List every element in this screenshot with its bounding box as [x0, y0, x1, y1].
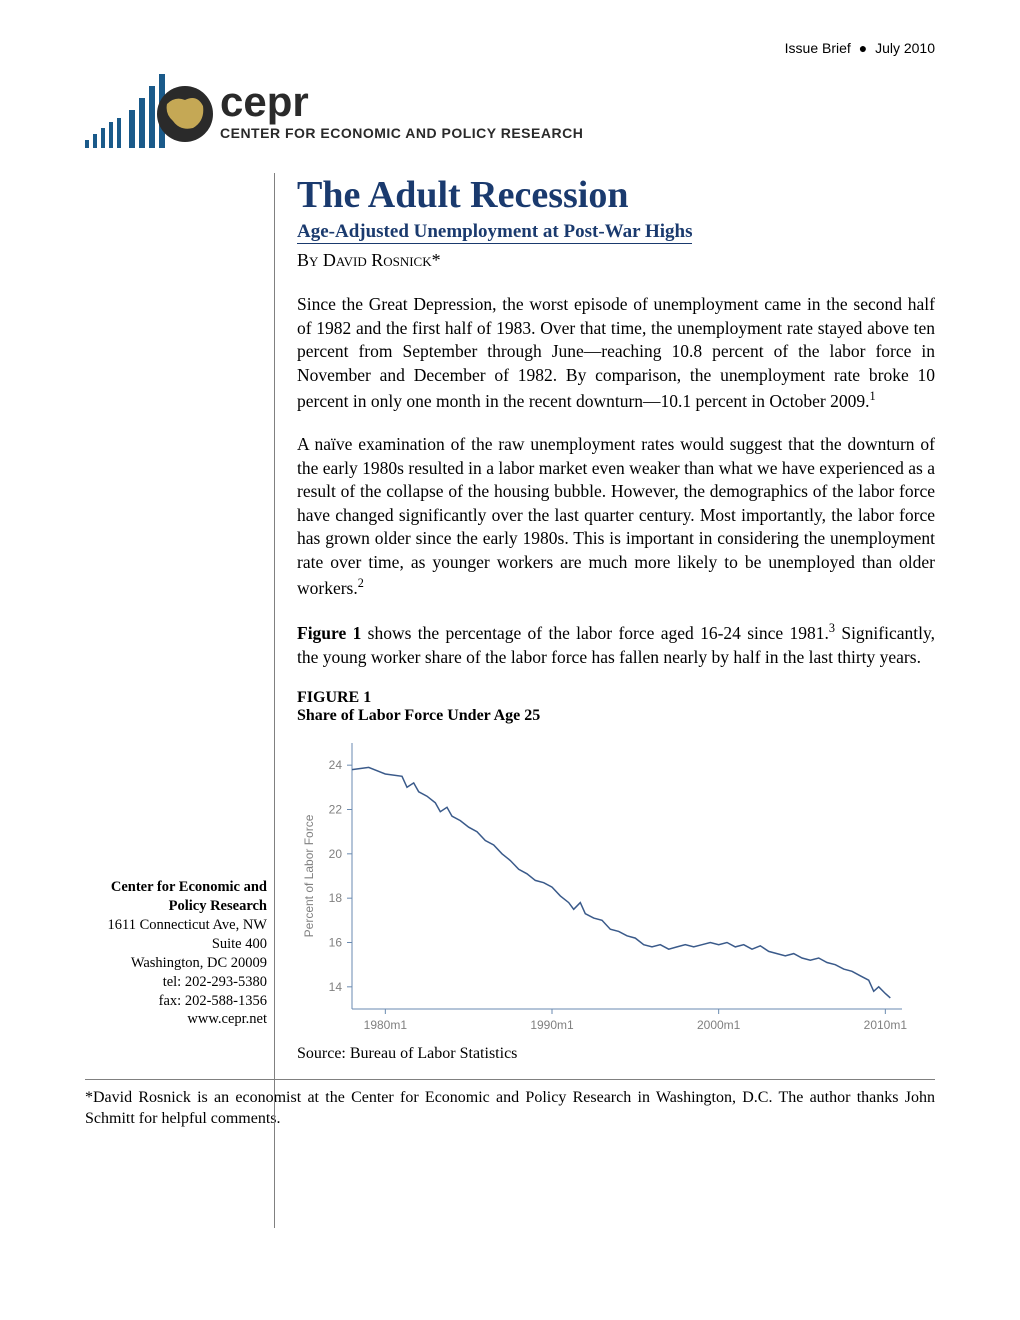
main-content: The Adult Recession Age-Adjusted Unemplo…	[275, 173, 935, 1063]
chart-svg: 14 16 18 20 22 24 1980m1 1990m1 2000m1 2010m1 Perc…	[297, 731, 917, 1041]
figure-label: FIGURE 1	[297, 689, 935, 707]
footnote-rule: *David Rosnick is an economist at the Ce…	[85, 1079, 935, 1130]
svg-text:Percent of Labor Force: Percent of Labor Force	[302, 815, 316, 938]
svg-text:CENTER FOR ECONOMIC AND POLICY: CENTER FOR ECONOMIC AND POLICY RESEARCH	[220, 125, 583, 141]
footnote-text: *David Rosnick is an economist at the Ce…	[85, 1088, 935, 1130]
paragraph-1: Since the Great Depression, the worst ep…	[297, 293, 935, 413]
bullet-separator: ●	[859, 40, 867, 56]
figure-source: Source: Bureau of Labor Statistics	[297, 1045, 935, 1063]
contact-block: Center for Economic and Policy Research …	[108, 878, 267, 1029]
figure-title: Share of Labor Force Under Age 25	[297, 707, 935, 725]
contact-tel: tel: 202-293-5380	[108, 973, 267, 992]
line-chart: 14 16 18 20 22 24 1980m1 1990m1 2000m1 2010m1 Perc…	[297, 731, 917, 1041]
cepr-logo-svg: cepr CENTER FOR ECONOMIC AND POLICY RESE…	[85, 66, 585, 161]
left-sidebar: Center for Economic and Policy Research …	[85, 173, 275, 1063]
contact-addr2: Suite 400	[108, 935, 267, 954]
vertical-divider	[274, 173, 275, 1228]
contact-addr1: 1611 Connecticut Ave, NW	[108, 916, 267, 935]
issue-date: July 2010	[875, 40, 935, 56]
contact-org1: Center for Economic and	[108, 878, 267, 897]
svg-text:2010m1: 2010m1	[864, 1018, 908, 1032]
paragraph-3: Figure 1 shows the percentage of the lab…	[297, 620, 935, 669]
svg-text:20: 20	[329, 847, 343, 861]
issue-label: Issue Brief	[785, 40, 851, 56]
svg-text:22: 22	[329, 803, 343, 817]
header: Issue Brief ● July 2010	[85, 40, 935, 56]
contact-fax: fax: 202-588-1356	[108, 992, 267, 1011]
svg-text:cepr: cepr	[220, 78, 309, 125]
svg-text:1980m1: 1980m1	[364, 1018, 408, 1032]
logo: cepr CENTER FOR ECONOMIC AND POLICY RESE…	[85, 66, 935, 161]
svg-text:16: 16	[329, 936, 343, 950]
svg-text:1990m1: 1990m1	[530, 1018, 574, 1032]
svg-text:2000m1: 2000m1	[697, 1018, 741, 1032]
paragraph-2: A naïve examination of the raw unemploym…	[297, 433, 935, 600]
byline: By David Rosnick*	[297, 250, 935, 271]
svg-text:14: 14	[329, 980, 343, 994]
page-title: The Adult Recession	[297, 173, 935, 217]
page-subtitle: Age-Adjusted Unemployment at Post-War Hi…	[297, 221, 692, 244]
svg-text:18: 18	[329, 891, 343, 905]
contact-web: www.cepr.net	[108, 1010, 267, 1029]
contact-addr3: Washington, DC 20009	[108, 954, 267, 973]
svg-text:24: 24	[329, 758, 343, 772]
contact-org2: Policy Research	[108, 897, 267, 916]
